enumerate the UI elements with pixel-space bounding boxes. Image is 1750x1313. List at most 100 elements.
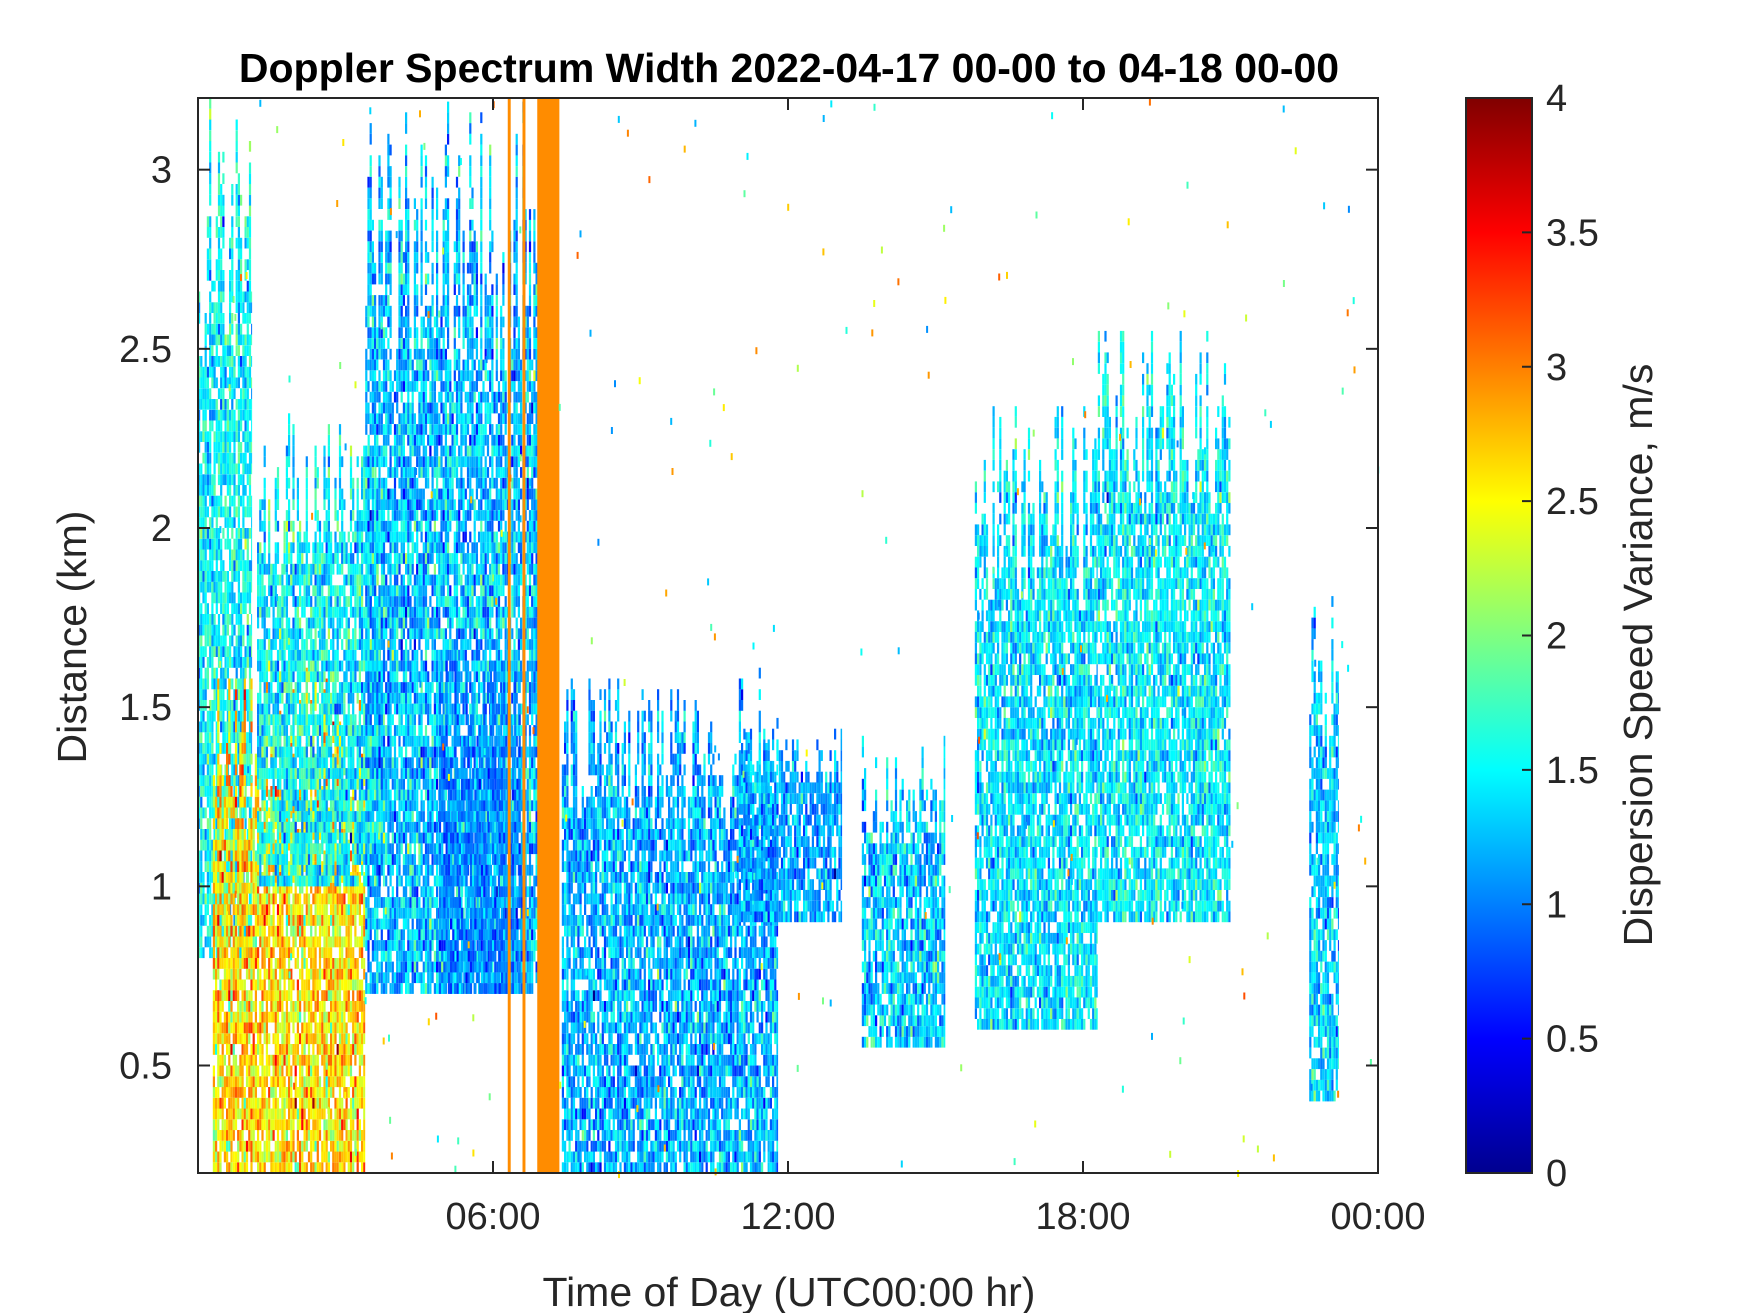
- heatmap-cell: [217, 786, 220, 797]
- heatmap-cell: [221, 979, 224, 991]
- heatmap-cell: [211, 614, 214, 625]
- heatmap-cell: [219, 990, 222, 1001]
- heatmap-cell: [257, 606, 260, 618]
- heatmap-cell: [332, 789, 335, 801]
- heatmap-cell: [332, 553, 335, 564]
- heatmap-cell: [325, 542, 328, 554]
- heatmap-cell: [265, 1011, 268, 1023]
- heatmap-cell: [223, 1022, 226, 1034]
- heatmap-cell: [237, 904, 240, 915]
- heatmap-cell: [200, 764, 203, 776]
- heatmap-cell: [243, 743, 246, 754]
- heatmap-cell: [312, 563, 315, 575]
- heatmap-cell: [345, 606, 348, 618]
- heatmap-cell: [259, 821, 262, 833]
- heatmap-cell: [248, 947, 251, 958]
- heatmap-cell: [310, 786, 313, 797]
- heatmap-cell: [243, 710, 246, 722]
- heatmap-cell: [219, 893, 222, 905]
- heatmap-cell: [263, 456, 266, 468]
- heatmap-cell: [349, 796, 353, 808]
- heatmap-cell: [212, 1119, 215, 1131]
- heatmap-cell: [213, 431, 216, 442]
- heatmap-cell: [281, 882, 284, 894]
- heatmap-cell: [296, 735, 299, 747]
- heatmap-cell: [230, 1001, 233, 1012]
- heatmap-cell: [325, 832, 328, 844]
- heatmap-cell: [338, 757, 342, 769]
- heatmap-cell: [268, 585, 271, 597]
- heatmap-cell: [327, 958, 330, 969]
- heatmap-cell: [204, 334, 207, 346]
- heatmap-cell: [303, 1108, 306, 1120]
- heatmap-cell: [200, 560, 203, 571]
- heatmap-cell: [299, 757, 302, 769]
- heatmap-cell: [296, 596, 299, 607]
- heatmap-cell: [358, 563, 361, 575]
- heatmap-cell: [303, 915, 306, 926]
- heatmap-cell: [323, 904, 326, 915]
- heatmap-cell: [245, 958, 249, 969]
- heatmap-cell: [343, 811, 346, 822]
- heatmap-cell: [204, 839, 207, 851]
- heatmap-cell: [248, 334, 252, 346]
- heatmap-cell: [198, 571, 201, 582]
- heatmap-cell: [248, 721, 252, 733]
- heatmap-cell: [243, 1140, 246, 1152]
- heatmap-cell: [276, 596, 280, 607]
- heatmap-cell: [341, 1119, 344, 1131]
- heatmap-cell: [237, 829, 240, 840]
- heatmap-cell: [325, 1130, 328, 1141]
- heatmap-cell: [314, 1097, 317, 1109]
- heatmap-cell: [285, 477, 288, 489]
- heatmap-cell: [231, 528, 234, 539]
- heatmap-cell: [325, 1065, 328, 1077]
- heatmap-cell: [211, 624, 214, 636]
- heatmap-cell: [222, 646, 225, 657]
- heatmap-cell: [310, 703, 313, 715]
- heatmap-cell: [215, 560, 218, 571]
- heatmap-cell: [200, 624, 203, 636]
- heatmap-cell: [204, 377, 207, 389]
- heatmap-cell: [206, 431, 209, 442]
- heatmap-cell: [241, 1011, 244, 1023]
- heatmap-cell: [361, 832, 364, 844]
- heatmap-cell: [270, 649, 273, 661]
- heatmap-cell: [242, 571, 245, 582]
- heatmap-cell: [254, 786, 257, 797]
- heatmap-cell: [354, 958, 357, 969]
- heatmap-cell: [292, 979, 295, 991]
- heatmap-cell: [230, 1108, 233, 1120]
- heatmap-cell: [299, 682, 302, 693]
- heatmap-cell: [259, 1044, 262, 1055]
- heatmap-cell: [217, 323, 221, 335]
- heatmap-cell: [314, 477, 317, 489]
- heatmap-cell: [263, 864, 266, 876]
- heatmap-cell: [202, 657, 205, 668]
- heatmap-cell: [347, 628, 350, 640]
- heatmap-cell: [240, 614, 243, 625]
- heatmap-cell: [343, 1140, 346, 1152]
- heatmap-cell: [268, 660, 271, 672]
- heatmap-cell: [279, 979, 282, 991]
- heatmap-cell: [234, 839, 238, 851]
- heatmap-cell: [361, 1001, 364, 1012]
- heatmap-cell: [288, 778, 291, 790]
- heatmap-cell: [321, 1151, 324, 1163]
- heatmap-cell: [334, 893, 337, 905]
- heatmap-cell: [310, 1097, 313, 1109]
- heatmap-cell: [265, 1076, 268, 1088]
- heatmap-cell: [198, 528, 201, 539]
- heatmap-cell: [361, 606, 364, 618]
- heatmap-cell: [321, 703, 324, 715]
- heatmap-cell: [281, 639, 284, 650]
- heatmap-cell: [338, 864, 342, 876]
- heatmap-cell: [220, 667, 223, 679]
- heatmap-cell: [244, 786, 247, 797]
- heatmap-cell: [270, 843, 273, 855]
- heatmap-cell: [299, 703, 302, 715]
- heatmap-cell: [347, 875, 350, 887]
- heatmap-cell: [222, 732, 225, 743]
- heatmap-cell: [276, 904, 280, 915]
- heatmap-cell: [318, 596, 322, 607]
